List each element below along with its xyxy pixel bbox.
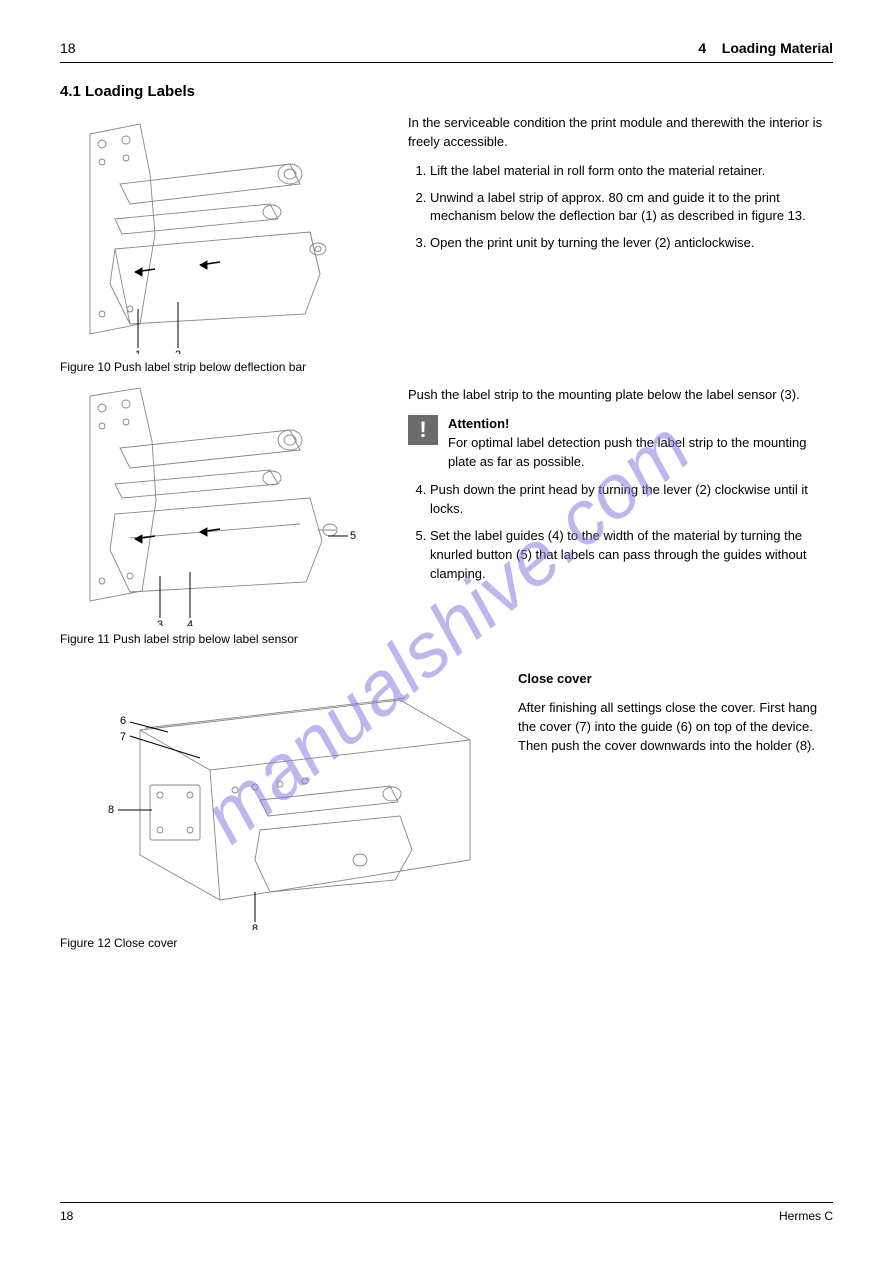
attention-block: ! Attention! For optimal label detection… [408, 415, 833, 472]
section41-p2: Push the label strip to the mounting pla… [408, 386, 833, 405]
footer-product: Hermes C [779, 1209, 833, 1223]
figure12-svg: 6 7 8 8 [60, 670, 490, 930]
fig11-callout-4: 4 [187, 619, 193, 626]
header-title-text: Loading Material [722, 40, 833, 56]
header-page-number: 18 [60, 40, 76, 56]
step-4: Push down the print head by turning the … [430, 481, 833, 519]
header-title: 4 Loading Material [698, 40, 833, 56]
figure11-column: 3 4 5 Figure 11 Push label strip below l… [60, 386, 380, 646]
fig12-callout-8b: 8 [252, 923, 258, 930]
figure11-caption: Figure 11 Push label strip below label s… [60, 632, 380, 646]
step-3: Open the print unit by turning the lever… [430, 234, 833, 253]
fig12-callout-7: 7 [120, 731, 126, 743]
attention-head: Attention! [448, 415, 833, 434]
fig10-callout-2: 2 [175, 349, 181, 354]
step-5: Set the label guides (4) to the width of… [430, 527, 833, 584]
figure12-caption: Figure 12 Close cover [60, 936, 490, 950]
figure10-row: 1 2 Figure 10 Push label strip below def… [60, 114, 833, 374]
figure11-svg: 3 4 5 [60, 386, 360, 626]
figure11-row: 3 4 5 Figure 11 Push label strip below l… [60, 386, 833, 646]
attention-icon: ! [408, 415, 438, 445]
page-header: 18 4 Loading Material [60, 40, 833, 63]
page-footer: 18 Hermes C [60, 1202, 833, 1223]
close-cover-text: Close cover After finishing all settings… [518, 670, 833, 765]
section41-text: In the serviceable condition the print m… [408, 114, 833, 261]
step-1: Lift the label material in roll form ont… [430, 162, 833, 181]
footer-page-number: 18 [60, 1209, 73, 1223]
figure10-column: 1 2 Figure 10 Push label strip below def… [60, 114, 380, 374]
fig11-callout-5: 5 [350, 530, 356, 542]
fig12-callout-6: 6 [120, 715, 126, 727]
attention-body: For optimal label detection push the lab… [448, 434, 833, 472]
step-2: Unwind a label strip of approx. 80 cm an… [430, 189, 833, 227]
figure10-caption: Figure 10 Push label strip below deflect… [60, 360, 380, 374]
section41-intro: In the serviceable condition the print m… [408, 114, 833, 152]
close-cover-body: After finishing all settings close the c… [518, 699, 833, 756]
figure12-column: 6 7 8 8 Figure 12 Close cover [60, 670, 490, 950]
fig12-callout-8a: 8 [108, 804, 114, 816]
header-section-number: 4 [698, 40, 706, 56]
close-cover-title: Close cover [518, 670, 833, 689]
section41-cont-text: Push the label strip to the mounting pla… [408, 386, 833, 592]
fig11-callout-3: 3 [157, 619, 163, 626]
figure10-svg: 1 2 [60, 114, 360, 354]
fig10-callout-1: 1 [135, 349, 141, 354]
section-4-1-title: 4.1 Loading Labels [60, 83, 833, 100]
close-cover-section: 6 7 8 8 Figure 12 Close cover Close cove… [60, 670, 833, 950]
